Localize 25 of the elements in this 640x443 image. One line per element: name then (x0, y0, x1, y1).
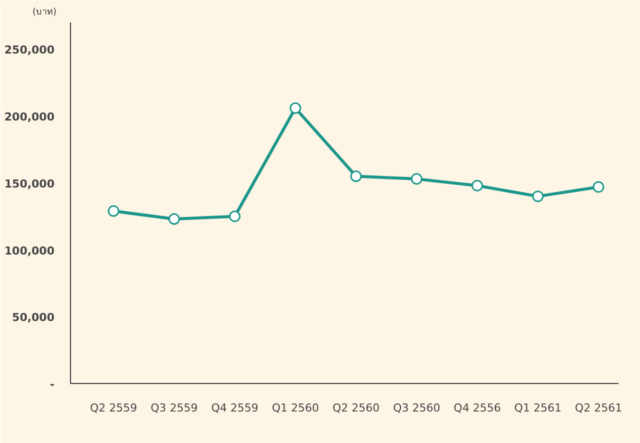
y-tick-label: 50,000 (12, 311, 55, 324)
point (350, 170, 362, 182)
y-tick-label: 200,000 (4, 110, 55, 124)
y-axis-title: (บาท) (32, 8, 57, 18)
point (472, 180, 484, 192)
x-tick-label: Q2 2560 (332, 402, 380, 414)
point (410, 173, 422, 185)
y-tick-label: 100,000 (4, 244, 55, 258)
y-tick-label: 250,000 (4, 44, 55, 57)
y-tick-label: 150,000 (4, 177, 55, 190)
point (290, 102, 302, 114)
point (532, 190, 544, 202)
x-tick-label: Q2 2561 (574, 402, 622, 414)
x-tick-label: Q3 2559 (150, 402, 198, 414)
x-tick-label: Q3 2560 (393, 402, 440, 414)
x-tick-label: Q4 2556 (454, 402, 501, 414)
y-tick-label: - (50, 378, 55, 391)
point (229, 210, 241, 222)
x-tick-label: Q4 2559 (211, 402, 258, 414)
point (168, 213, 180, 225)
point (108, 205, 120, 217)
x-tick-label: Q1 2560 (272, 402, 319, 414)
point (592, 181, 604, 193)
x-tick-label: Q2 2559 (90, 402, 138, 414)
x-tick-label: Q1 2561 (514, 402, 562, 414)
